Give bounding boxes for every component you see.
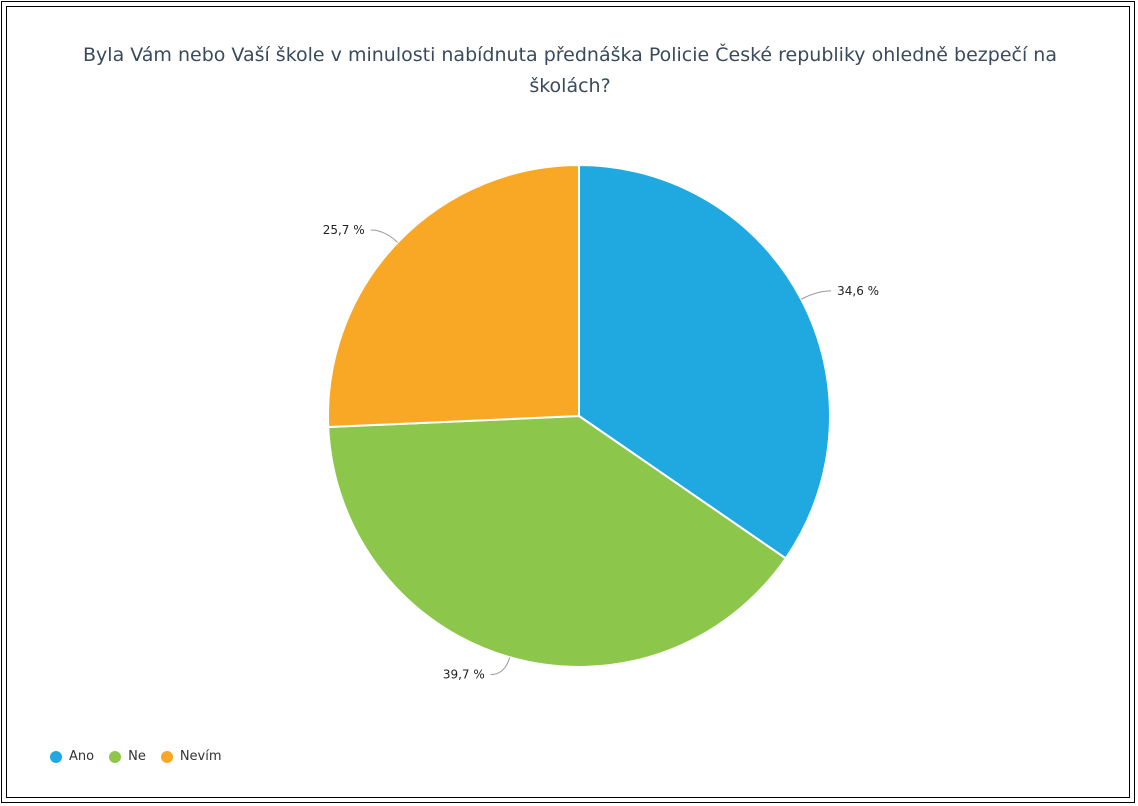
pie-slice-nevim[interactable]	[327, 163, 580, 429]
connector-ano	[800, 290, 832, 300]
data-label-ano: 34,6 %	[837, 284, 879, 298]
legend-dot-ano	[50, 750, 62, 763]
inner-frame	[6, 6, 1130, 798]
legend-dot-ne	[109, 750, 122, 763]
connector-nevim	[370, 229, 399, 243]
legend-label-nevim: Nevím	[179, 749, 222, 764]
chart-title: Byla Vám nebo Vaší škole v minulosti nab…	[83, 44, 1057, 97]
legend-label-ano: Ano	[69, 749, 95, 764]
legend-dot-nevim	[160, 750, 173, 763]
legend-label-ne: Ne	[128, 749, 146, 764]
legend-item-nevim[interactable]: Nevím	[160, 749, 222, 764]
connector-ne	[490, 657, 511, 676]
legend: Ano Ne Nevím	[50, 749, 237, 764]
data-label-ne: 39,7 %	[443, 668, 485, 682]
legend-item-ne[interactable]: Ne	[109, 749, 146, 764]
legend-item-ano[interactable]: Ano	[50, 749, 94, 764]
data-label-nevim: 25,7 %	[323, 223, 365, 237]
